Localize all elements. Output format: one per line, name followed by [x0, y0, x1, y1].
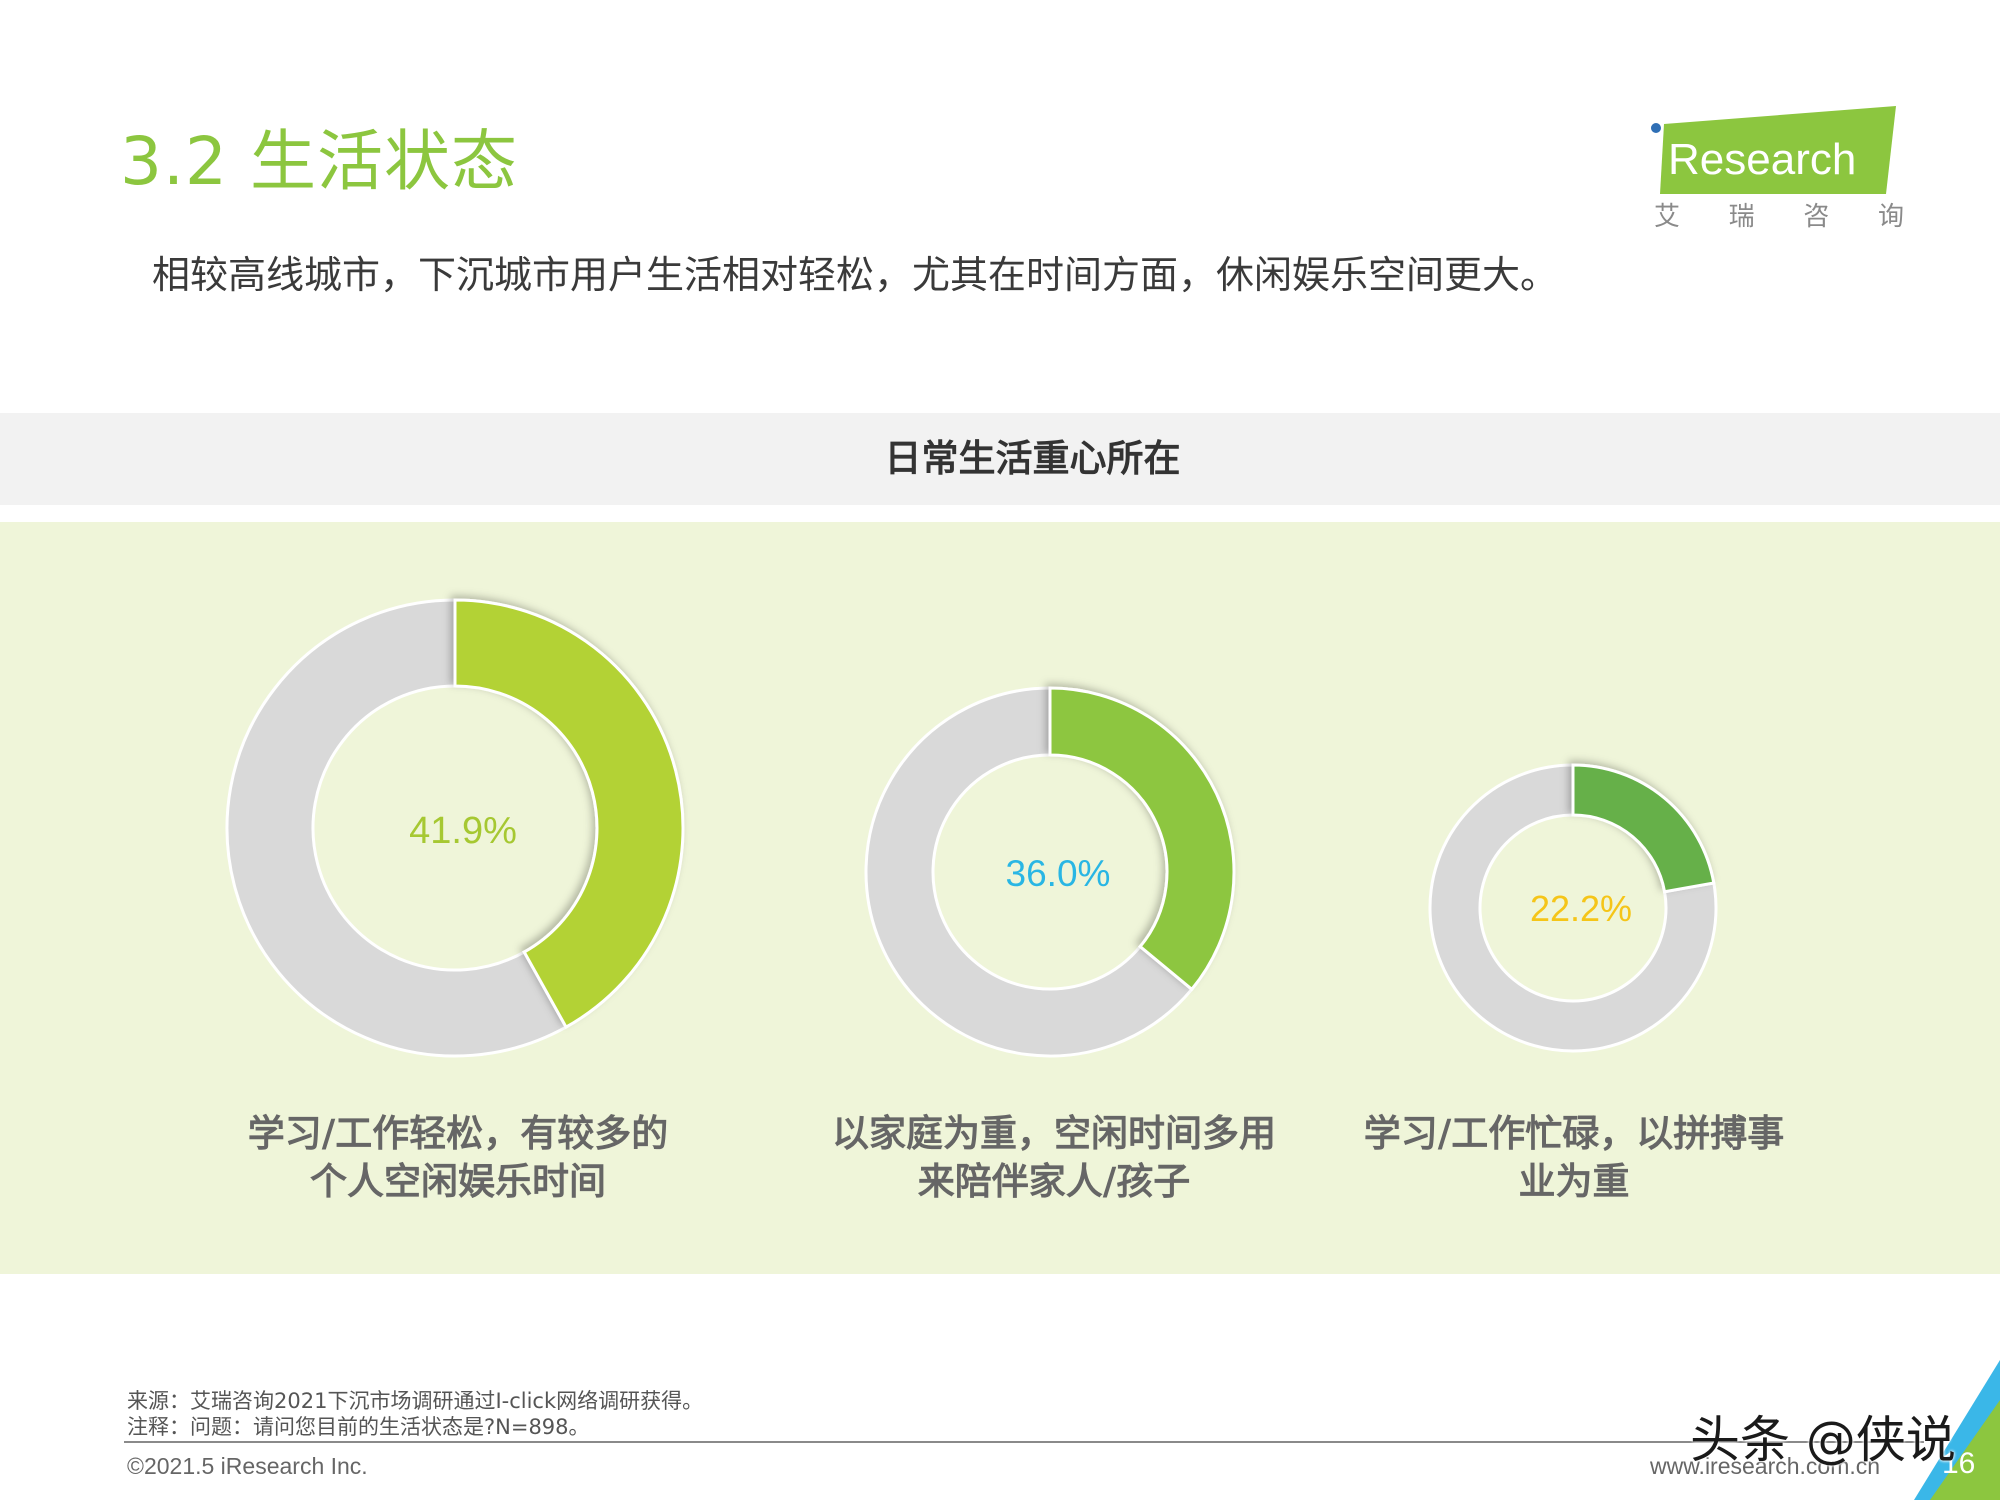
- category-label-3: 学习/工作忙碌，以拼搏事 业为重: [1324, 1110, 1824, 1206]
- donut-remainder-slice: [1428, 763, 1718, 1053]
- donut-charts: 41.9% 36.0% 22.2%: [225, 598, 1718, 1058]
- watermark: 头条 @侠说: [1690, 1411, 1956, 1469]
- category-label-2: 以家庭为重，空闲时间多用 来陪伴家人/孩子: [804, 1110, 1304, 1206]
- iresearch-logo: Research: [1651, 106, 1896, 194]
- website-link[interactable]: www.iresearch.com.cn: [1650, 1453, 1881, 1479]
- logo-text: Research: [1668, 135, 1856, 184]
- logo-chinese: 艾 瑞 咨 询: [1654, 196, 1904, 233]
- category-label-line: 学习/工作轻松，有较多的: [247, 1112, 669, 1155]
- donut-value-label: 36.0%: [1006, 853, 1111, 894]
- donut-value-slice: [1048, 686, 1236, 992]
- category-label-1: 学习/工作轻松，有较多的 个人空闲娱乐时间: [208, 1110, 708, 1206]
- category-label-line: 个人空闲娱乐时间: [310, 1160, 606, 1203]
- donut-remainder-slice: [864, 686, 1194, 1058]
- donut-chart-2: 36.0%: [864, 686, 1236, 1058]
- footer-rule: [124, 1441, 1924, 1443]
- chart-panel: 41.9% 36.0% 22.2% 学习/工作轻松，有较多的 个人空闲娱乐时间 以家…: [0, 522, 2000, 1274]
- chart-title: 日常生活重心所在: [884, 437, 1181, 480]
- donut-value-label: 22.2%: [1530, 888, 1632, 929]
- source-note: 来源：艾瑞咨询2021下沉市场调研通过I-click网络调研获得。: [127, 1389, 704, 1413]
- donut-value-slice: [453, 598, 685, 1030]
- page-title: 3.2 生活状态: [120, 123, 518, 200]
- corner-decoration: [1914, 1360, 2000, 1500]
- logo-cn-char: 询: [1877, 202, 1904, 232]
- logo-cn-char: 艾: [1654, 202, 1681, 232]
- page-number: 16: [1942, 1447, 1976, 1480]
- donut-chart-1: 41.9%: [225, 598, 685, 1058]
- category-label-line: 来陪伴家人/孩子: [917, 1160, 1191, 1203]
- donut-remainder-slice: [225, 598, 569, 1058]
- category-label-line: 以家庭为重，空闲时间多用: [832, 1112, 1276, 1155]
- category-label-line: 业为重: [1518, 1160, 1630, 1203]
- question-note: 注释：问题：请问您目前的生活状态是?N=898。: [127, 1415, 590, 1439]
- donut-value-label: 41.9%: [409, 810, 517, 852]
- copyright: ©2021.5 iResearch Inc.: [127, 1453, 368, 1479]
- page-subtitle: 相较高线城市，下沉城市用户生活相对轻松，尤其在时间方面，休闲娱乐空间更大。: [152, 253, 1559, 297]
- donut-value-slice: [1571, 763, 1716, 894]
- logo-cn-char: 咨: [1803, 202, 1830, 232]
- category-label-line: 学习/工作忙碌，以拼搏事: [1363, 1112, 1785, 1155]
- section-band: [0, 413, 2000, 505]
- logo-cn-char: 瑞: [1728, 202, 1755, 232]
- donut-chart-3: 22.2%: [1428, 763, 1718, 1053]
